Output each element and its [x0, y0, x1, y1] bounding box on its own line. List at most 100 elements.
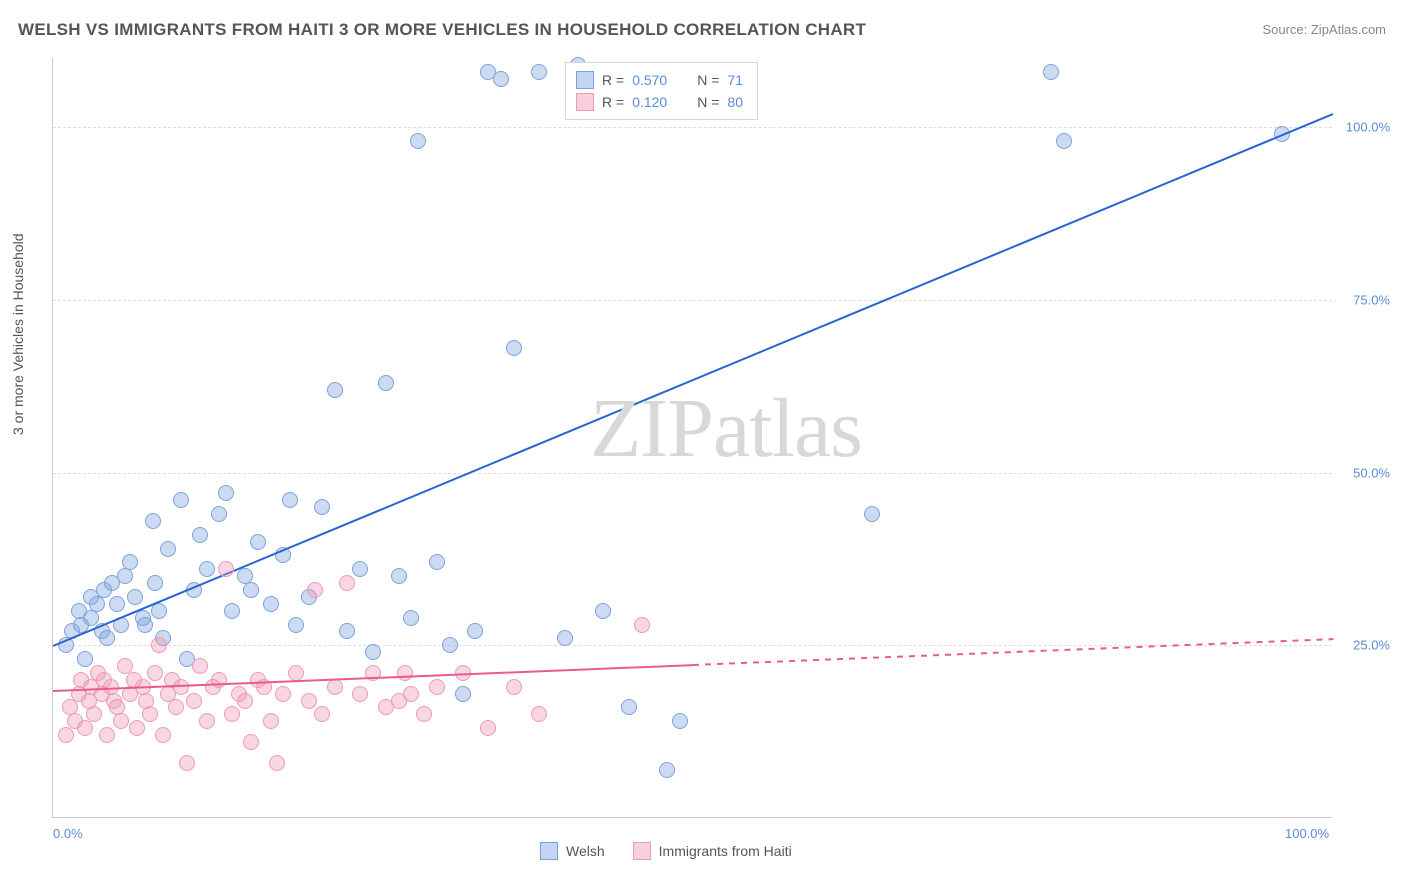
scatter-point-haiti	[275, 686, 291, 702]
scatter-point-welsh	[410, 133, 426, 149]
scatter-point-welsh	[403, 610, 419, 626]
scatter-point-haiti	[58, 727, 74, 743]
scatter-point-haiti	[339, 575, 355, 591]
scatter-point-welsh	[160, 541, 176, 557]
scatter-point-welsh	[218, 485, 234, 501]
scatter-point-haiti	[237, 693, 253, 709]
scatter-point-haiti	[77, 720, 93, 736]
scatter-point-welsh	[595, 603, 611, 619]
scatter-point-haiti	[168, 699, 184, 715]
legend-swatch	[540, 842, 558, 860]
scatter-point-haiti	[327, 679, 343, 695]
scatter-point-haiti	[155, 727, 171, 743]
trend-line	[693, 638, 1333, 665]
scatter-point-welsh	[145, 513, 161, 529]
legend-swatch	[633, 842, 651, 860]
scatter-point-haiti	[263, 713, 279, 729]
scatter-point-welsh	[455, 686, 471, 702]
scatter-point-haiti	[397, 665, 413, 681]
scatter-point-haiti	[179, 755, 195, 771]
scatter-point-haiti	[99, 727, 115, 743]
scatter-point-welsh	[391, 568, 407, 584]
scatter-point-haiti	[269, 755, 285, 771]
scatter-point-haiti	[173, 679, 189, 695]
scatter-point-welsh	[621, 699, 637, 715]
scatter-point-haiti	[403, 686, 419, 702]
scatter-point-welsh	[429, 554, 445, 570]
scatter-point-haiti	[224, 706, 240, 722]
scatter-point-welsh	[314, 499, 330, 515]
scatter-point-welsh	[147, 575, 163, 591]
scatter-point-welsh	[365, 644, 381, 660]
trend-line	[53, 113, 1334, 647]
scatter-point-haiti	[506, 679, 522, 695]
y-tick-label: 25.0%	[1353, 638, 1390, 653]
scatter-point-haiti	[186, 693, 202, 709]
scatter-point-welsh	[672, 713, 688, 729]
scatter-point-haiti	[129, 720, 145, 736]
scatter-point-welsh	[327, 382, 343, 398]
scatter-point-welsh	[109, 596, 125, 612]
scatter-point-welsh	[83, 610, 99, 626]
scatter-point-haiti	[151, 637, 167, 653]
series-legend-item: Immigrants from Haiti	[633, 842, 792, 860]
scatter-point-welsh	[127, 589, 143, 605]
correlation-legend: R = 0.570N = 71R = 0.120N = 80	[565, 62, 758, 120]
scatter-point-welsh	[77, 651, 93, 667]
scatter-point-haiti	[113, 713, 129, 729]
scatter-point-welsh	[224, 603, 240, 619]
scatter-point-welsh	[378, 375, 394, 391]
gridline	[53, 300, 1332, 301]
series-legend: Welsh Immigrants from Haiti	[540, 842, 792, 860]
scatter-point-welsh	[192, 527, 208, 543]
legend-row: R = 0.120N = 80	[576, 91, 743, 113]
legend-n-label: N =	[697, 72, 719, 88]
scatter-point-haiti	[199, 713, 215, 729]
scatter-point-welsh	[557, 630, 573, 646]
gridline	[53, 127, 1332, 128]
series-legend-item: Welsh	[540, 842, 605, 860]
scatter-point-welsh	[117, 568, 133, 584]
x-tick-label: 0.0%	[53, 826, 83, 841]
scatter-point-welsh	[506, 340, 522, 356]
scatter-point-welsh	[263, 596, 279, 612]
scatter-point-welsh	[1043, 64, 1059, 80]
chart-plot-area: 25.0%50.0%75.0%100.0%0.0%100.0%	[52, 58, 1332, 818]
scatter-point-haiti	[307, 582, 323, 598]
legend-r-value: 0.570	[632, 72, 667, 88]
legend-swatch	[576, 93, 594, 111]
scatter-point-welsh	[352, 561, 368, 577]
scatter-point-haiti	[429, 679, 445, 695]
legend-row: R = 0.570N = 71	[576, 69, 743, 91]
legend-r-value: 0.120	[632, 94, 667, 110]
scatter-point-welsh	[531, 64, 547, 80]
chart-title: WELSH VS IMMIGRANTS FROM HAITI 3 OR MORE…	[18, 20, 866, 40]
scatter-point-welsh	[339, 623, 355, 639]
scatter-point-welsh	[199, 561, 215, 577]
scatter-point-welsh	[250, 534, 266, 550]
legend-r-label: R =	[602, 94, 624, 110]
x-tick-label: 100.0%	[1285, 826, 1329, 841]
scatter-point-welsh	[89, 596, 105, 612]
scatter-point-haiti	[301, 693, 317, 709]
y-tick-label: 75.0%	[1353, 292, 1390, 307]
scatter-point-haiti	[416, 706, 432, 722]
scatter-point-welsh	[493, 71, 509, 87]
scatter-point-welsh	[442, 637, 458, 653]
source-attribution: Source: ZipAtlas.com	[1262, 22, 1386, 37]
scatter-point-welsh	[1056, 133, 1072, 149]
legend-swatch	[576, 71, 594, 89]
legend-n-value: 71	[727, 72, 743, 88]
scatter-point-haiti	[218, 561, 234, 577]
scatter-point-welsh	[864, 506, 880, 522]
scatter-point-haiti	[142, 706, 158, 722]
scatter-point-welsh	[211, 506, 227, 522]
legend-n-label: N =	[697, 94, 719, 110]
scatter-point-welsh	[288, 617, 304, 633]
y-tick-label: 50.0%	[1353, 465, 1390, 480]
scatter-point-welsh	[173, 492, 189, 508]
scatter-point-welsh	[467, 623, 483, 639]
scatter-point-welsh	[243, 582, 259, 598]
y-axis-label: 3 or more Vehicles in Household	[10, 233, 26, 435]
series-legend-label: Welsh	[566, 843, 605, 859]
